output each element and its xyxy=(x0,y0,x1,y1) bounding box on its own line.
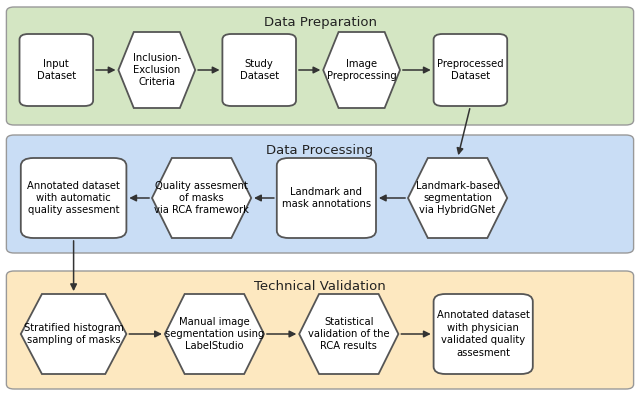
FancyBboxPatch shape xyxy=(277,158,376,238)
Polygon shape xyxy=(165,294,264,374)
Polygon shape xyxy=(152,158,252,238)
Text: Annotated dataset
with automatic
quality assesment: Annotated dataset with automatic quality… xyxy=(27,181,120,215)
Text: Data Preparation: Data Preparation xyxy=(264,16,376,29)
Text: Landmark and
mask annotations: Landmark and mask annotations xyxy=(282,187,371,209)
Polygon shape xyxy=(118,32,195,108)
Text: Landmark-based
segmentation
via HybridGNet: Landmark-based segmentation via HybridGN… xyxy=(416,181,499,215)
FancyBboxPatch shape xyxy=(6,7,634,125)
Text: Image
Preprocessing: Image Preprocessing xyxy=(327,59,396,81)
Text: Statistical
validation of the
RCA results: Statistical validation of the RCA result… xyxy=(308,317,390,352)
Text: Study
Dataset: Study Dataset xyxy=(239,59,279,81)
Text: Inclusion-
Exclusion
Criteria: Inclusion- Exclusion Criteria xyxy=(132,53,181,87)
Text: Stratified histogram
sampling of masks: Stratified histogram sampling of masks xyxy=(24,323,124,345)
FancyBboxPatch shape xyxy=(20,158,127,238)
Text: Quality assesment
of masks
via RCA framework: Quality assesment of masks via RCA frame… xyxy=(154,181,249,215)
FancyBboxPatch shape xyxy=(434,294,532,374)
Text: Preprocessed
Dataset: Preprocessed Dataset xyxy=(437,59,504,81)
FancyBboxPatch shape xyxy=(6,271,634,389)
FancyBboxPatch shape xyxy=(19,34,93,106)
FancyBboxPatch shape xyxy=(6,135,634,253)
Text: Annotated dataset
with physician
validated quality
assesment: Annotated dataset with physician validat… xyxy=(436,310,530,358)
Polygon shape xyxy=(323,32,400,108)
Polygon shape xyxy=(408,158,507,238)
Polygon shape xyxy=(300,294,398,374)
Text: Data Processing: Data Processing xyxy=(266,144,374,157)
FancyBboxPatch shape xyxy=(434,34,507,106)
Text: Technical Validation: Technical Validation xyxy=(254,280,386,293)
Polygon shape xyxy=(20,294,127,374)
FancyBboxPatch shape xyxy=(223,34,296,106)
Text: Input
Dataset: Input Dataset xyxy=(36,59,76,81)
Text: Manual image
segmentation using
LabelStudio: Manual image segmentation using LabelStu… xyxy=(164,317,264,352)
